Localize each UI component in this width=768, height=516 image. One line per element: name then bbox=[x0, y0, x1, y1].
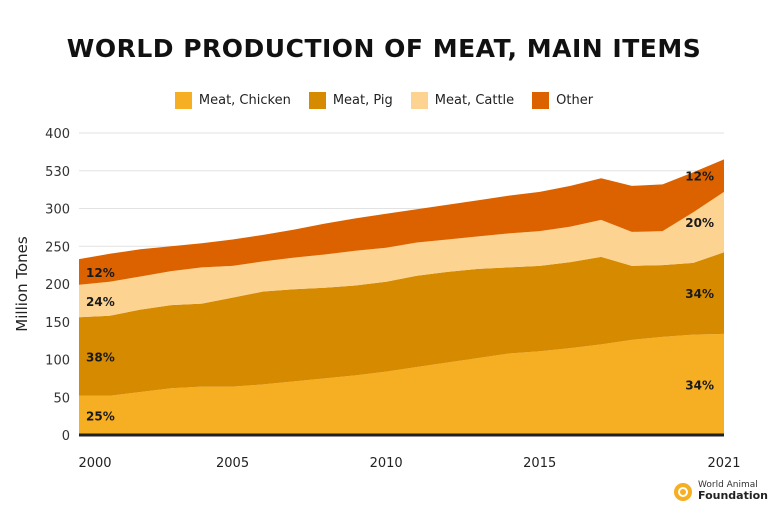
logo-icon bbox=[674, 483, 692, 501]
legend-item: Meat, Pig bbox=[308, 92, 393, 109]
x-tick-label: 2010 bbox=[370, 456, 403, 471]
legend-item: Meat, Cattle bbox=[410, 92, 515, 109]
data-label: 24% bbox=[86, 295, 115, 309]
data-label: 34% bbox=[685, 378, 714, 392]
x-tick-label: 2021 bbox=[707, 456, 740, 471]
y-tick-label: 250 bbox=[45, 240, 70, 255]
data-label: 20% bbox=[685, 216, 714, 230]
x-tick-label: 2000 bbox=[78, 456, 111, 471]
legend-label: Other bbox=[556, 93, 594, 108]
data-label: 38% bbox=[86, 350, 115, 364]
logo-line2: Foundation bbox=[698, 489, 768, 502]
legend-swatch bbox=[174, 92, 192, 109]
area-other bbox=[79, 159, 724, 285]
chart-title: WORLD PRODUCTION OF MEAT, MAIN ITEMS bbox=[66, 34, 702, 63]
legend-label: Meat, Cattle bbox=[434, 93, 515, 108]
data-label: 12% bbox=[685, 170, 714, 184]
legend-item: Meat, Chicken bbox=[174, 92, 291, 109]
legend: Meat, Chicken Meat, Pig Meat, Cattle Other bbox=[0, 92, 768, 109]
area-meat-chicken bbox=[79, 333, 724, 435]
y-tick-label: 50 bbox=[53, 391, 70, 406]
legend-label: Meat, Chicken bbox=[198, 93, 291, 108]
y-tick-label: 100 bbox=[45, 354, 70, 369]
data-label: 34% bbox=[685, 287, 714, 301]
y-tick-label: 0 bbox=[62, 429, 70, 444]
area-meat-pig bbox=[79, 252, 724, 396]
data-label: 25% bbox=[86, 409, 115, 423]
x-tick-label: 2015 bbox=[523, 456, 556, 471]
data-label: 12% bbox=[86, 266, 115, 280]
logo: World Animal Foundation bbox=[672, 480, 768, 502]
legend-swatch bbox=[410, 92, 428, 109]
x-tick-label: 2005 bbox=[216, 456, 249, 471]
logo-line1: World Animal bbox=[698, 480, 758, 490]
legend-item: Other bbox=[532, 92, 593, 109]
area-meat-cattle bbox=[79, 191, 724, 318]
y-tick-label: 200 bbox=[45, 278, 70, 293]
legend-swatch bbox=[308, 92, 326, 109]
y-tick-label: 530 bbox=[45, 165, 70, 180]
y-tick-label: 150 bbox=[45, 316, 70, 331]
y-axis-label: Million Tones bbox=[13, 236, 31, 332]
y-tick-label: 400 bbox=[45, 127, 70, 142]
legend-swatch bbox=[532, 92, 550, 109]
legend-label: Meat, Pig bbox=[332, 93, 393, 108]
y-tick-label: 300 bbox=[45, 203, 70, 218]
